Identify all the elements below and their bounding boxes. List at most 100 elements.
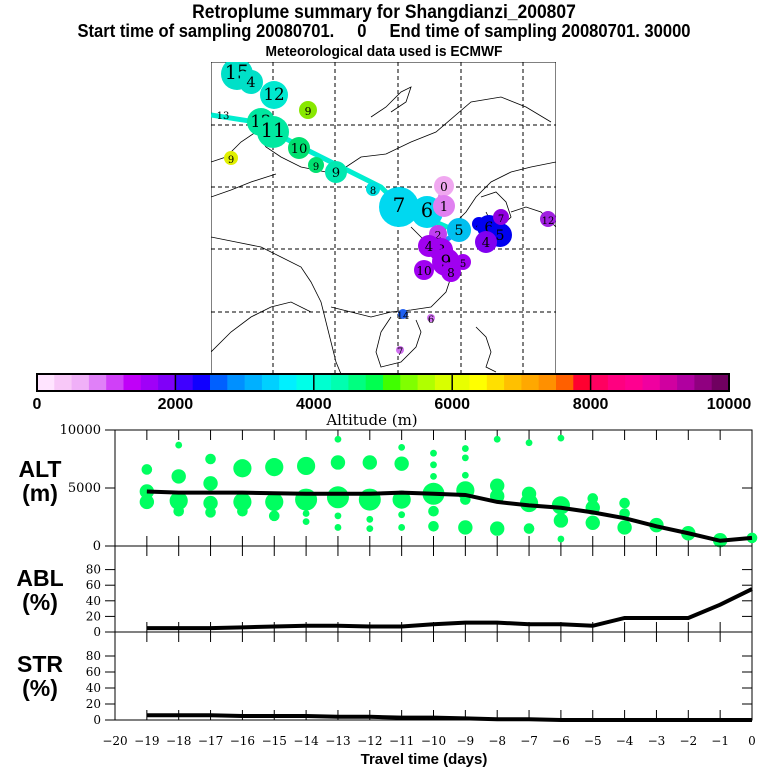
colorbar-cell bbox=[244, 374, 263, 391]
cluster-label: 7 bbox=[498, 214, 504, 225]
panel-frame bbox=[114, 631, 753, 721]
retroplume-map: 1541291312111099876015234109854654712146… bbox=[211, 62, 556, 374]
cluster-circle bbox=[433, 195, 455, 217]
cluster-label: 9 bbox=[441, 251, 452, 271]
map-cluster: 8 bbox=[366, 182, 380, 197]
y-tick-label: 60 bbox=[86, 578, 101, 592]
altitude-scatter-point bbox=[557, 434, 565, 442]
cluster-label: 10 bbox=[416, 264, 431, 278]
colorbar-cell bbox=[106, 374, 124, 391]
colorbar-cell bbox=[659, 374, 678, 391]
x-tick-label: −14 bbox=[293, 734, 319, 748]
altitude-scatter-point bbox=[398, 511, 406, 519]
cluster-label: 12 bbox=[263, 84, 284, 104]
met-data-line: Meteorological data used is ECMWF bbox=[265, 43, 503, 60]
cluster-label: 7 bbox=[397, 347, 403, 358]
altitude-scatter-point bbox=[171, 469, 186, 484]
str-panel: 0 20 40 60 80 bbox=[86, 631, 753, 727]
altitude-scatter-point bbox=[233, 492, 252, 512]
x-tick-label: −2 bbox=[679, 734, 697, 748]
altitude-scatter-point bbox=[203, 476, 218, 491]
colorbar-cell bbox=[123, 374, 142, 391]
altitude-scatter-point bbox=[619, 497, 630, 509]
map-cluster: 4 bbox=[418, 235, 440, 257]
colorbar-cell bbox=[642, 374, 661, 391]
map-cluster: 9 bbox=[224, 151, 238, 166]
x-tick-label: −19 bbox=[134, 734, 159, 748]
cluster-circle bbox=[540, 211, 556, 227]
str-panel-label: STR (%) bbox=[5, 652, 75, 700]
cluster-label: 8 bbox=[447, 266, 455, 280]
y-tick-label: 80 bbox=[86, 649, 101, 663]
colorbar-cell bbox=[504, 374, 522, 391]
altitude-scatter-point bbox=[428, 520, 439, 532]
cluster-label: 9 bbox=[228, 155, 234, 166]
colorbar-tick-label: 4000 bbox=[296, 396, 332, 413]
altitude-scatter-point bbox=[398, 444, 406, 451]
abl-panel-label: ABL (%) bbox=[5, 566, 75, 614]
cluster-circle bbox=[493, 209, 509, 225]
altitude-scatter-point bbox=[326, 486, 349, 509]
colorbar-cell bbox=[538, 374, 557, 391]
colorbar-cell bbox=[677, 374, 695, 391]
cluster-label: 5 bbox=[454, 223, 463, 239]
altitude-scatter-point bbox=[205, 507, 216, 518]
altitude-scatter-point bbox=[493, 435, 501, 443]
colorbar-cell bbox=[521, 374, 540, 391]
altitude-scatter-point bbox=[430, 473, 437, 480]
map-cluster: 6 bbox=[427, 314, 435, 326]
altitude-scatter-point bbox=[302, 518, 310, 526]
map-cluster: 13 bbox=[217, 111, 230, 122]
colorbar-cell bbox=[400, 374, 419, 391]
colorbar-cell bbox=[348, 374, 367, 391]
altitude-scatter-point bbox=[557, 535, 565, 543]
cluster-circle bbox=[434, 176, 454, 196]
map-cluster: 5 bbox=[447, 218, 471, 242]
cluster-circle bbox=[257, 116, 289, 148]
colorbar-tick-label: 6000 bbox=[434, 396, 470, 413]
cluster-circle bbox=[455, 254, 471, 270]
colorbar-tick-label: 2000 bbox=[158, 396, 194, 413]
x-tick-label: −20 bbox=[102, 734, 127, 748]
cluster-label: 12 bbox=[542, 216, 555, 227]
x-tick-label: −12 bbox=[357, 734, 382, 748]
colorbar-cell bbox=[227, 374, 246, 391]
series-line bbox=[146, 713, 752, 722]
cluster-circle bbox=[260, 81, 288, 109]
map-cluster: 9 bbox=[325, 161, 347, 183]
altitude-scatter-point bbox=[392, 490, 411, 509]
y-tick-label: 20 bbox=[86, 609, 101, 623]
cluster-label: 0 bbox=[440, 180, 448, 194]
colorbar-cell bbox=[71, 374, 90, 391]
altitude-scatter-point bbox=[237, 505, 248, 517]
colorbar-cell bbox=[607, 374, 626, 391]
map-cluster: 12 bbox=[540, 211, 556, 227]
x-tick-label: −3 bbox=[648, 734, 666, 748]
colorbar-cell bbox=[140, 374, 159, 391]
altitude-scatter-point bbox=[523, 523, 535, 534]
colorbar-cell bbox=[296, 374, 315, 391]
map-cluster: 7 bbox=[493, 209, 509, 225]
abl-label-line1: ABL bbox=[16, 565, 64, 591]
cluster-label: 6 bbox=[428, 315, 434, 326]
altitude-scatter-point bbox=[617, 520, 632, 535]
x-tick-label: −18 bbox=[166, 734, 191, 748]
altitude-scatter-point bbox=[139, 494, 155, 510]
altitude-scatter-point bbox=[265, 458, 284, 477]
x-axis-title: Travel time (days) bbox=[361, 751, 488, 768]
altitude-scatter-point bbox=[428, 505, 439, 517]
cluster-circle bbox=[447, 218, 471, 242]
altitude-scatter-point bbox=[330, 455, 346, 470]
x-tick-label: −17 bbox=[198, 734, 223, 748]
map-cluster: 10 bbox=[288, 137, 310, 159]
map-cluster: 0 bbox=[434, 176, 454, 196]
chart-title: Retroplume summary for Shangdianzi_20080… bbox=[192, 2, 576, 23]
cluster-label: 9 bbox=[305, 105, 312, 118]
altitude-scatter-point bbox=[553, 513, 569, 528]
x-tick-label: −16 bbox=[230, 734, 255, 748]
altitude-scatter-point bbox=[398, 524, 406, 531]
cluster-label: 6 bbox=[421, 199, 433, 222]
cluster-circle bbox=[308, 157, 324, 173]
y-tick-label: 10000 bbox=[60, 423, 101, 438]
